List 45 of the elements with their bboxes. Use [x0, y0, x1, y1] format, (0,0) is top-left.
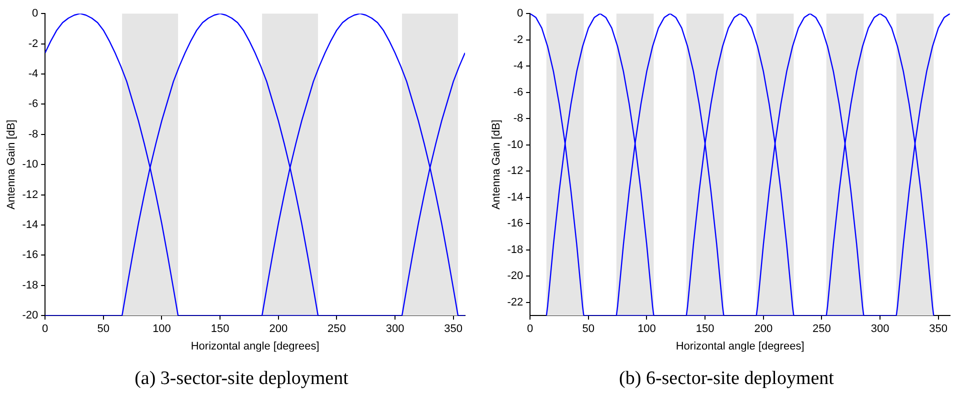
y-tick-label: -6: [28, 98, 38, 110]
y-tick-label: -22: [507, 296, 524, 308]
x-tick-label: 300: [870, 323, 890, 336]
y-axis-title: Antenna Gain [dB]: [6, 120, 18, 210]
x-tick-label: 50: [582, 323, 595, 336]
y-tick-label: -2: [513, 34, 524, 46]
y-tick-label: -10: [507, 138, 524, 151]
x-tick-label: 200: [754, 323, 773, 336]
y-tick-label: -6: [513, 86, 524, 98]
text: (b) 6-sector-site deployment: [618, 368, 835, 390]
y-tick-label: -14: [22, 219, 38, 232]
x-tick-label: 300: [386, 323, 404, 336]
y-tick-label: -18: [507, 244, 524, 256]
y-tick-label: -16: [22, 249, 38, 262]
y-tick-label: -4: [513, 60, 524, 72]
y-tick-label: -10: [22, 158, 38, 171]
x-tick-label: 350: [444, 323, 463, 336]
y-tick-label: -20: [22, 310, 38, 322]
x-tick-label: 250: [328, 323, 346, 336]
y-tick-label: 0: [516, 8, 524, 20]
x-tick-label: 100: [152, 323, 171, 336]
y-tick-label: -14: [507, 191, 524, 204]
x-tick-label: 50: [97, 323, 110, 336]
y-tick-label: -16: [507, 218, 524, 230]
y-tick-label: -8: [513, 112, 524, 125]
x-tick-label: 350: [929, 323, 948, 336]
x-axis-title: Horizontal angle [degrees]: [190, 340, 320, 352]
x-tick-label: 150: [696, 323, 714, 336]
x-tick-label: 0: [527, 323, 534, 336]
x-tick-label: 250: [812, 323, 831, 336]
x-tick-label: 150: [210, 323, 230, 336]
y-tick-label: -18: [22, 279, 38, 292]
x-tick-label: 0: [42, 323, 48, 336]
x-axis-title: Horizontal angle [degrees]: [676, 340, 804, 352]
y-tick-label: -8: [28, 128, 38, 140]
x-tick-label: 100: [638, 323, 656, 336]
y-tick-label: -12: [507, 165, 524, 178]
y-axis-title: Antenna Gain [dB]: [490, 120, 503, 210]
y-tick-label: -2: [28, 38, 38, 50]
text: (a) 3-sector-site deployment: [134, 368, 350, 390]
y-tick-label: -12: [22, 188, 38, 201]
x-tick-label: 200: [269, 323, 288, 336]
y-tick-label: -4: [28, 68, 38, 80]
y-tick-label: 0: [32, 8, 38, 20]
y-tick-label: -20: [507, 270, 524, 282]
